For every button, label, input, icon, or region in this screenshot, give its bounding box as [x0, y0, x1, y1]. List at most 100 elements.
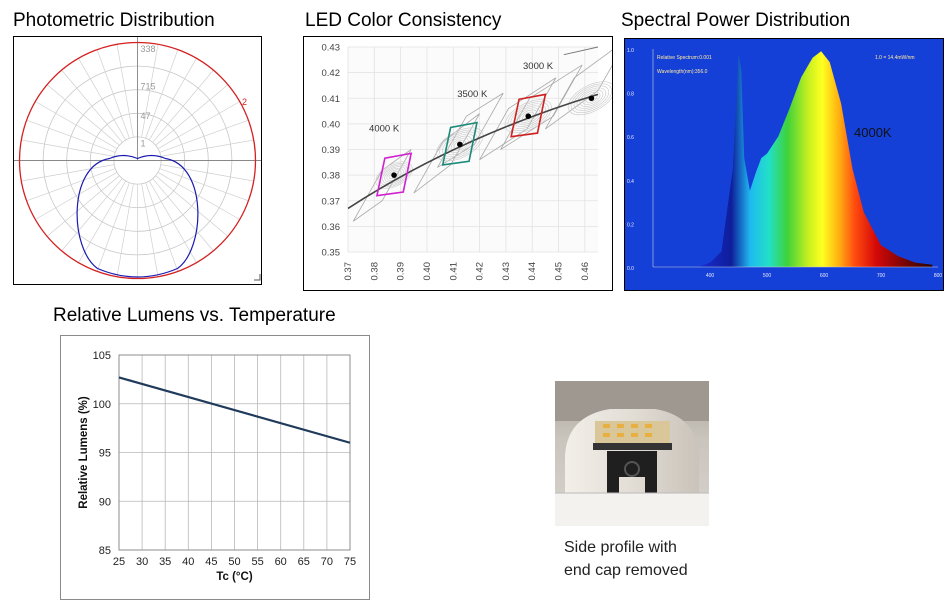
macadam-ellipse: [522, 111, 535, 121]
polar-spoke: [148, 58, 197, 141]
x-tick-label: 0.43: [501, 262, 512, 281]
x-tick-label: 35: [159, 556, 171, 568]
x-tick-label: 400: [706, 273, 715, 279]
y-tick-label: 1.0: [627, 48, 634, 54]
macadam-ellipse: [377, 163, 411, 188]
x-tick-label: 75: [344, 556, 356, 568]
polar-spoke: [160, 164, 254, 182]
tolerance-quadrangle: [500, 64, 583, 150]
macadam-ellipse: [507, 101, 549, 131]
macadam-ellipse: [570, 83, 613, 114]
x-tick-label: 0.37: [343, 262, 354, 281]
red-distribution-curve: [18, 41, 257, 280]
polar-spoke: [26, 168, 116, 202]
x-tick-label: 0.44: [527, 262, 538, 281]
y-tick-label: 0.8: [627, 92, 634, 98]
polar-spoke: [61, 178, 123, 252]
photometric-chart: 338 715 47 1 2: [13, 36, 262, 285]
macadam-ellipse: [382, 166, 406, 184]
polar-spoke: [145, 49, 179, 139]
polar-spoke: [21, 164, 115, 182]
side-profile-photo: [555, 381, 709, 526]
color-consistency-chart: 0.43 0.42 0.41 0.40 0.39 0.38 0.37 0.36 0.35 0.37…: [303, 36, 628, 291]
y-tick-label: 0.39: [322, 145, 341, 156]
wavelength-readout: Wavelength(nm):356.0: [657, 69, 708, 75]
polar-spoke: [155, 175, 229, 237]
spectral-chart: 1.0 0.8 0.6 0.4 0.2 0.0 400 500 600 700 800 Relativ…: [624, 38, 944, 291]
x-tick-label: 55: [251, 556, 263, 568]
polar-spoke: [159, 119, 249, 153]
macadam-ellipse: [388, 171, 400, 180]
polar-spoke: [78, 180, 127, 263]
macadam-ellipse: [379, 164, 409, 186]
x-tick-label: 70: [321, 556, 333, 568]
spectral-plot: 1.0 0.8 0.6 0.4 0.2 0.0 400 500 600 700 800 Relativ…: [627, 48, 943, 279]
polar-spoke: [141, 44, 159, 138]
lumens-line: [118, 376, 351, 444]
chromaticity-point: [391, 172, 397, 178]
polar-spoke: [96, 182, 130, 272]
polar-spoke: [116, 183, 134, 277]
cct-annotation: 3000 K: [523, 61, 554, 72]
y-tick-label: 105: [93, 350, 111, 362]
scale-readout: 1.0 = 14.4mW/nm: [875, 55, 915, 61]
plot-frame: [118, 354, 351, 551]
y-axis-label: Relative Lumens (%): [78, 396, 90, 509]
caption-line-1: Side profile with: [564, 539, 677, 556]
y-tick-label: 0.36: [322, 222, 341, 233]
macadam-ellipse: [375, 161, 413, 189]
y-tick-label: 0.0: [627, 266, 634, 272]
x-tick-label: 25: [113, 556, 125, 568]
x-tick-label: 600: [820, 273, 829, 279]
x-tick-label: 40: [182, 556, 194, 568]
macadam-ellipse: [436, 127, 484, 162]
polar-spoke: [35, 171, 118, 220]
x-tick-label: 60: [275, 556, 287, 568]
x-tick-label: 0.45: [554, 262, 565, 281]
lumens-chart: 25 30 35 40 45 50 55 60 65 70 75 85 90 95 100 105 Tc (°C…: [60, 335, 370, 600]
y-tick-label: 0.4: [627, 179, 634, 185]
y-tick-label: 0.6: [627, 135, 634, 141]
spectral-title: Spectral Power Distribution: [621, 10, 851, 31]
polar-spoke: [152, 178, 214, 252]
x-tick-label: 800: [934, 273, 943, 279]
polar-spoke: [96, 49, 130, 139]
polar-spoke: [157, 101, 240, 150]
lumens-plot: 25 30 35 40 45 50 55 60 65 70 75 85 90 95 100 105 Tc (°C…: [78, 350, 356, 583]
y-tick-label: 95: [99, 448, 111, 460]
polar-spoke: [159, 168, 249, 202]
spectrum-readout: Relative Spectrum:0.001: [657, 55, 712, 61]
polar-spoke: [46, 175, 120, 237]
y-tick-label: 0.41: [322, 94, 341, 105]
x-tick-label: 500: [763, 273, 772, 279]
polar-tick-label: 47: [141, 111, 151, 121]
macadam-ellipse: [579, 89, 604, 107]
cct-label: 4000K: [854, 125, 892, 140]
macadam-ellipse: [442, 131, 478, 158]
polar-spoke: [157, 171, 240, 220]
y-tick-label: 0.35: [322, 248, 341, 259]
y-tick-label: 0.2: [627, 222, 634, 228]
x-tick-label: 0.38: [369, 262, 380, 281]
x-tick-label: 0.42: [475, 262, 486, 281]
macadam-ellipse: [447, 135, 472, 153]
macadam-ellipse: [439, 129, 481, 160]
photometric-title: Photometric Distribution: [13, 10, 215, 31]
tolerance-quadrangle: [352, 149, 412, 222]
polar-spoke: [160, 139, 254, 157]
lumens-title: Relative Lumens vs. Temperature: [53, 305, 336, 326]
x-tick-label: 0.46: [580, 262, 591, 281]
y-tick-label: 85: [99, 545, 111, 557]
y-tick-label: 0.40: [322, 119, 341, 130]
chromaticity-plot: 0.430.420.410.400.390.380.370.360.350.37…: [322, 38, 628, 281]
cct-annotation: 3500 K: [457, 89, 488, 100]
macadam-ellipse: [573, 85, 610, 111]
polar-tick-label: 1: [141, 138, 146, 148]
x-tick-label: 45: [205, 556, 217, 568]
macadam-ellipse: [576, 87, 607, 109]
polar-spoke: [148, 180, 197, 263]
planckian-locus: [347, 93, 599, 210]
x-axis-label: Tc (°C): [216, 571, 252, 583]
y-tick-label: 0.42: [322, 68, 341, 79]
polar-spoke: [116, 44, 134, 138]
